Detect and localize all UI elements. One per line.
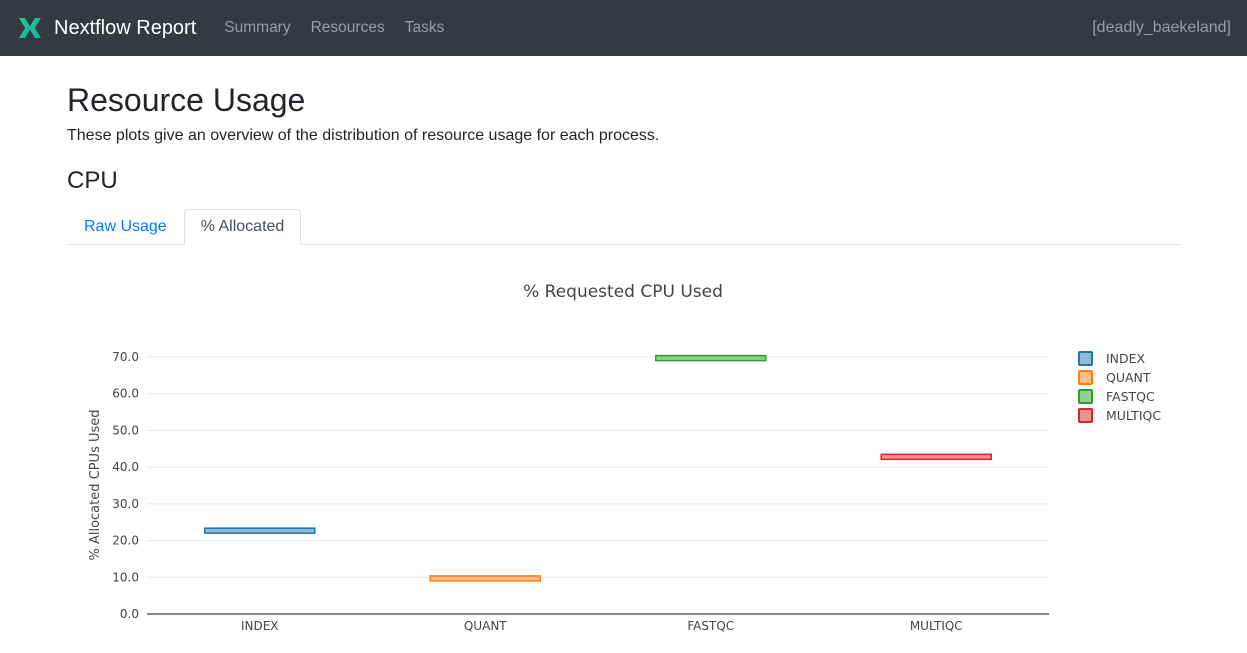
y-tick-label: 40.0 — [112, 460, 139, 474]
nextflow-logo-icon — [16, 15, 44, 41]
legend-item-multiqc[interactable]: MULTIQC — [1078, 408, 1161, 423]
section-heading-cpu: CPU — [67, 167, 118, 194]
legend-swatch — [1078, 370, 1093, 385]
legend-item-fastqc[interactable]: FASTQC — [1078, 389, 1155, 404]
box-fastqc[interactable] — [655, 354, 767, 362]
legend-label: INDEX — [1106, 351, 1146, 366]
y-tick-label: 0.0 — [120, 607, 139, 621]
y-tick-label: 20.0 — [112, 534, 139, 548]
run-name-badge: [deadly_baekeland] — [1092, 19, 1231, 36]
cpu-tab-bar: Raw Usage % Allocated — [67, 209, 1180, 245]
legend-swatch — [1078, 408, 1093, 423]
y-tick-label: 50.0 — [112, 423, 139, 437]
x-tick-label: MULTIQC — [910, 619, 963, 633]
legend-label: FASTQC — [1106, 389, 1155, 404]
navbar-brand-link[interactable]: Nextflow Report — [16, 15, 196, 41]
nav-item-tasks[interactable]: Tasks — [404, 19, 445, 36]
legend-item-index[interactable]: INDEX — [1078, 351, 1146, 366]
legend-label: MULTIQC — [1106, 408, 1161, 423]
legend-label: QUANT — [1106, 370, 1151, 385]
cpu-allocated-chart[interactable]: 0.0 10.0 20.0 30.0 40.0 50.0 60.0 70.0 % Request… — [67, 257, 1180, 653]
y-tick-label: 30.0 — [112, 497, 139, 511]
nav-item-summary[interactable]: Summary — [224, 19, 291, 36]
main-content: Resource Usage These plots give an overv… — [0, 82, 1247, 653]
page-subtitle: These plots give an overview of the dist… — [67, 127, 660, 144]
navbar-brand-label: Nextflow Report — [54, 16, 197, 39]
legend-item-quant[interactable]: QUANT — [1078, 370, 1151, 385]
top-navbar: Nextflow Report Summary Resources Tasks … — [0, 0, 1247, 56]
y-axis-title: % Allocated CPUs Used — [88, 409, 103, 560]
box-multiqc[interactable] — [880, 453, 992, 461]
x-tick-label: INDEX — [241, 619, 279, 633]
tab-raw-usage[interactable]: Raw Usage — [84, 218, 167, 235]
legend-swatch — [1078, 389, 1093, 404]
box-plot-svg[interactable]: 0.0 10.0 20.0 30.0 40.0 50.0 60.0 70.0 % Request… — [67, 257, 1179, 648]
box-quant[interactable] — [429, 575, 541, 582]
legend-swatch — [1078, 351, 1093, 366]
page-title: Resource Usage — [67, 82, 306, 118]
nav-item-resources[interactable]: Resources — [310, 19, 385, 36]
x-tick-label: FASTQC — [687, 619, 734, 633]
y-tick-label: 70.0 — [112, 350, 139, 364]
legend: INDEX QUANT FASTQC MULTIQC — [1078, 351, 1161, 423]
tab-percent-allocated[interactable]: % Allocated — [183, 209, 302, 245]
y-tick-label: 10.0 — [112, 570, 139, 584]
navbar-links: Summary Resources Tasks — [214, 11, 454, 45]
chart-title: % Requested CPU Used — [523, 282, 723, 302]
x-tick-label: QUANT — [464, 619, 507, 633]
box-index[interactable] — [204, 527, 316, 534]
y-tick-label: 60.0 — [112, 387, 139, 401]
